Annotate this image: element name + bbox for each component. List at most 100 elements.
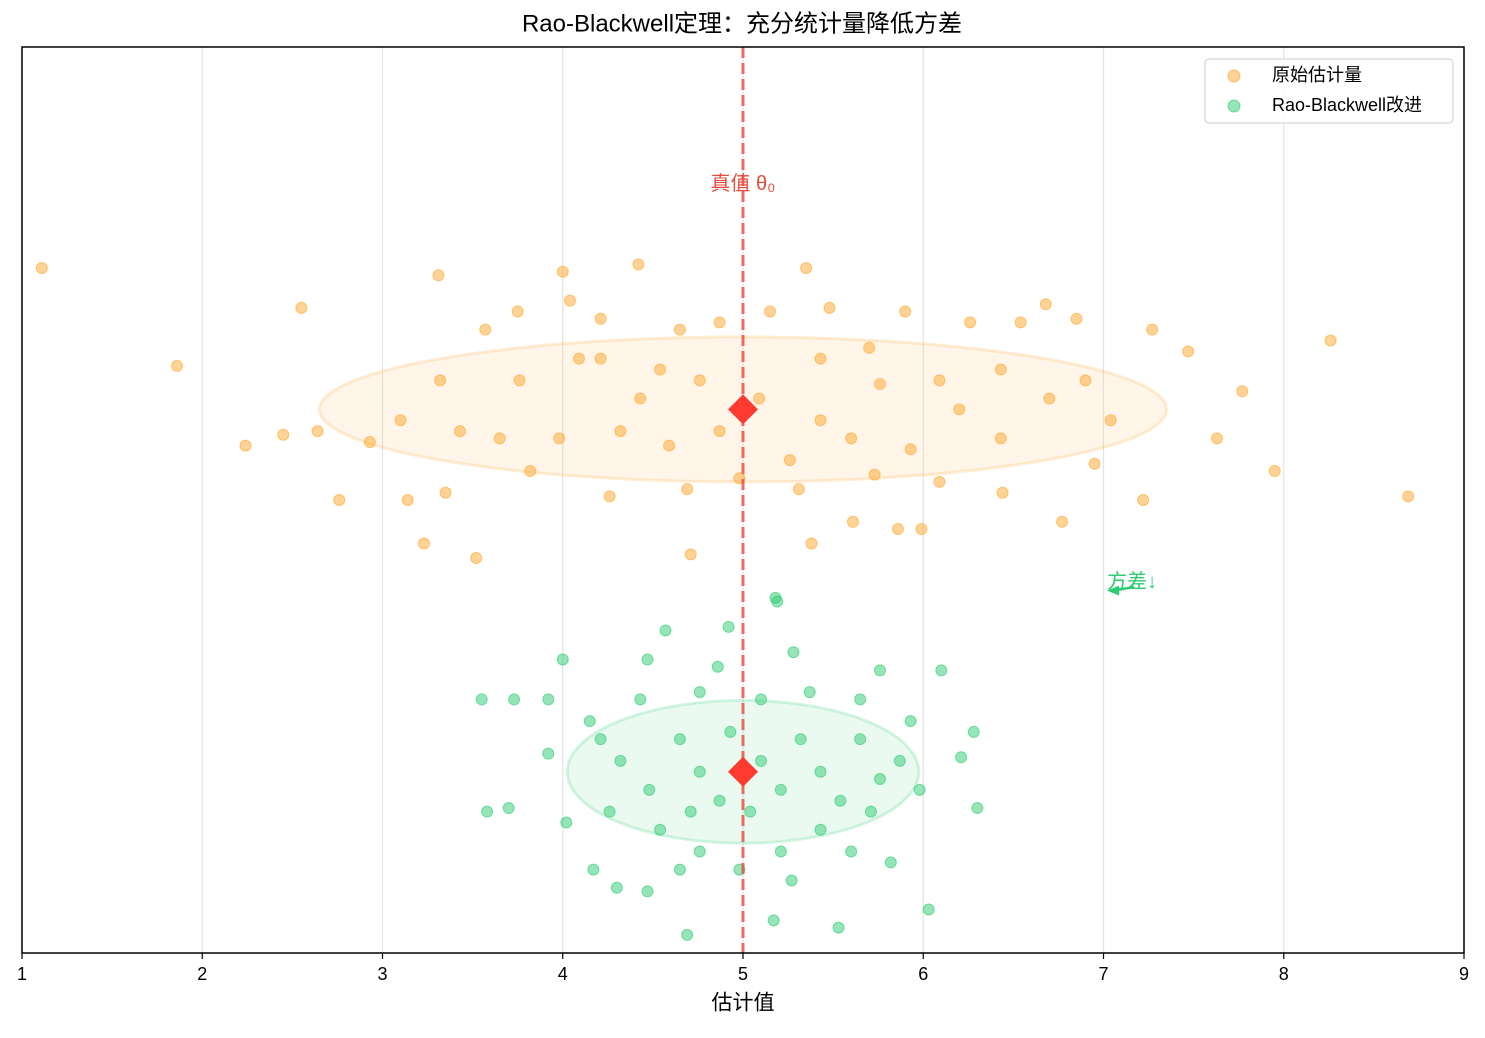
scatter-point [834, 794, 847, 807]
scatter-point [814, 765, 827, 778]
scatter-point [868, 468, 881, 481]
scatter-point [971, 802, 984, 815]
scatter-point [854, 733, 867, 746]
scatter-point [787, 646, 800, 659]
scatter-point [755, 754, 768, 767]
scatter-point [524, 465, 537, 478]
scatter-point [863, 341, 876, 354]
scatter-point [693, 765, 706, 778]
scatter-point [508, 693, 521, 706]
legend-marker [1227, 99, 1241, 113]
scatter-point [434, 374, 447, 387]
scatter-point [659, 624, 672, 637]
scatter-point [713, 425, 726, 438]
annotation-text: 方差↓ [1107, 570, 1157, 593]
scatter-point [594, 733, 607, 746]
scatter-point [800, 262, 813, 275]
scatter-point [845, 432, 858, 445]
scatter-point [634, 392, 647, 405]
scatter-point [814, 823, 827, 836]
scatter-point [823, 301, 836, 314]
scatter-point [713, 316, 726, 329]
scatter-point [1039, 298, 1052, 311]
scatter-point [663, 439, 676, 452]
scatter-point [783, 454, 796, 467]
scatter-point [935, 664, 948, 677]
scatter-point [171, 359, 184, 372]
scatter-point [479, 323, 492, 336]
scatter-point [481, 805, 494, 818]
scatter-point [277, 428, 290, 441]
scatter-point [1070, 312, 1083, 325]
scatter-point [654, 823, 667, 836]
legend-box [1204, 58, 1454, 124]
scatter-point [933, 475, 946, 488]
scatter-point [239, 439, 252, 452]
scatter-point [394, 414, 407, 427]
scatter-point [363, 436, 376, 449]
scatter-point [1236, 385, 1249, 398]
scatter-point [511, 305, 524, 318]
scatter-point [1104, 414, 1117, 427]
scatter-point [610, 881, 623, 894]
scatter-point [785, 874, 798, 887]
scatter-point [1324, 334, 1337, 347]
scatter-point [814, 414, 827, 427]
scatter-point [603, 490, 616, 503]
scatter-point [1088, 457, 1101, 470]
scatter-point [513, 374, 526, 387]
scatter-point [673, 733, 686, 746]
scatter-point [673, 323, 686, 336]
scatter-point [913, 783, 926, 796]
scatter-point [711, 660, 724, 673]
scatter-point [1137, 494, 1150, 506]
scatter-point [814, 352, 827, 365]
scatter-point [475, 693, 488, 706]
x-axis-label: 估计值 [712, 992, 775, 1015]
scatter-point [892, 522, 905, 535]
x-tick-label: 4 [558, 964, 568, 984]
scatter-point [805, 537, 818, 550]
scatter-point [417, 537, 430, 550]
scatter-point [563, 294, 576, 307]
scatter-point [994, 432, 1007, 445]
scatter-point [432, 269, 445, 282]
x-tick-label: 9 [1459, 964, 1469, 984]
scatter-point [493, 432, 506, 445]
scatter-point [1182, 345, 1195, 358]
plot-frame [21, 46, 1465, 954]
scatter-point [864, 805, 877, 818]
scatter-point [904, 715, 917, 728]
scatter-point [953, 403, 966, 416]
x-tick-label: 8 [1279, 964, 1289, 984]
scatter-point [681, 928, 694, 941]
scatter-point [333, 494, 346, 506]
scatter-point [684, 805, 697, 818]
true-value-label: 真值 θ₀ [711, 172, 776, 195]
x-tick-label: 7 [1098, 964, 1108, 984]
scatter-point [684, 548, 697, 561]
scatter-point [654, 363, 667, 376]
scatter-point [542, 747, 555, 760]
scatter-point [643, 783, 656, 796]
scatter-point [603, 805, 616, 818]
x-tick-label: 1 [17, 964, 27, 984]
x-tick-label: 3 [377, 964, 387, 984]
scatter-point [572, 352, 585, 365]
scatter-point [1402, 490, 1415, 503]
scatter-point [583, 715, 596, 728]
scatter-point [996, 486, 1009, 499]
scatter-point [641, 885, 654, 898]
scatter-point [1043, 392, 1056, 405]
annotation-arrowhead [1107, 585, 1120, 596]
x-tick-label: 6 [918, 964, 928, 984]
scatter-point [1079, 374, 1092, 387]
scatter-point [1056, 515, 1069, 528]
scatter-point [693, 374, 706, 387]
scatter-point [922, 903, 935, 916]
scatter-point [724, 725, 737, 738]
scatter-point [764, 305, 777, 318]
scatter-point [832, 921, 845, 934]
legend-label: Rao-Blackwell改进 [1272, 95, 1422, 115]
scatter-point [641, 653, 654, 666]
